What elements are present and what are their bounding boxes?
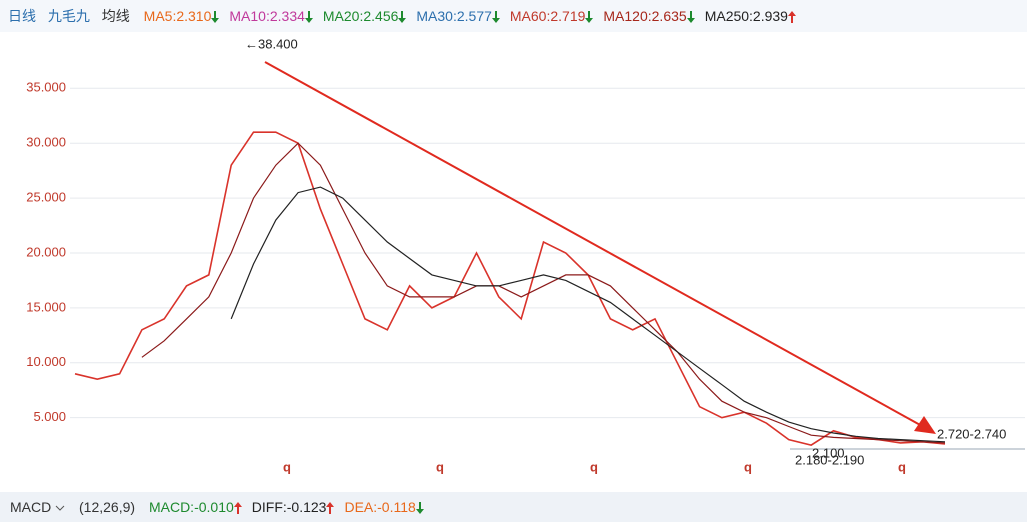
value-label: MACD:-0.010: [149, 499, 242, 515]
value-label: DEA:-0.118: [344, 499, 424, 515]
annotation: q: [283, 459, 291, 474]
annotation: 2.100: [812, 445, 845, 460]
y-tick-label: 30.000: [26, 135, 66, 150]
ma-list: MA5:2.310 MA10:2.334 MA20:2.456 MA30:2.577 M…: [134, 8, 796, 24]
params: (12,26,9): [79, 499, 136, 515]
y-tick-label: 15.000: [26, 299, 66, 314]
trend-arrow: [326, 502, 335, 515]
value-label: MA10:2.334: [229, 8, 313, 24]
value-label: MA30:2.577: [416, 8, 500, 24]
value-label: DIFF:-0.123: [252, 499, 335, 515]
value-text: MACD:-0.010: [148, 499, 234, 515]
trend-arrow: [211, 11, 220, 24]
trend-arrow: [415, 502, 424, 515]
value-text: MA5:2.310: [143, 8, 212, 24]
trend-arrow: [585, 11, 594, 24]
indicator-bar: MACD (12,26,9) MACD:-0.010 DIFF:-0.123 DEA…: [0, 492, 1027, 522]
annotation: q: [590, 459, 598, 474]
y-tick-label: 20.000: [26, 244, 66, 259]
value-label: MA5:2.310: [144, 8, 220, 24]
line-ma250: [230, 186, 946, 443]
line-close: [74, 131, 946, 446]
y-tick-label: 10.000: [26, 354, 66, 369]
annotation: 2.720-2.740: [937, 426, 1006, 441]
value-label: MA60:2.719: [510, 8, 594, 24]
value-text: MA10:2.334: [229, 8, 305, 24]
annotation: ←38.400: [245, 36, 298, 51]
trend-arrow: [686, 11, 695, 24]
annotation: q: [898, 459, 906, 474]
indicator-name: MACD: [10, 499, 52, 515]
value-text: MA120:2.635: [603, 8, 687, 24]
value-text: MA250:2.939: [704, 8, 788, 24]
chart: 5.000 10.000 15.000 20.000 25.000 30.000 35.00…: [26, 36, 1025, 474]
value-label: MA250:2.939: [705, 8, 796, 24]
y-tick-label: 35.000: [26, 80, 66, 95]
value-text: MA20:2.456: [322, 8, 399, 24]
dropdown-icon: [55, 505, 65, 511]
trend-arrow: [398, 11, 407, 24]
trend-arrow: [233, 502, 242, 515]
annotation: q: [436, 459, 444, 474]
value-text: DIFF:-0.123: [251, 499, 327, 515]
y-tick-label: 25.000: [26, 190, 66, 205]
trend-arrow: [491, 11, 500, 24]
stock-name: 九毛九: [47, 8, 90, 24]
trend-arrowhead: [914, 416, 936, 434]
value-text: MA60:2.719: [509, 8, 586, 24]
line-ma60: [141, 142, 946, 444]
value-text: MA30:2.577: [416, 8, 492, 24]
value-text: DEA:-0.118: [344, 499, 416, 515]
toolbar: 日线 九毛九 均线 MA5:2.310 MA10:2.334 MA20:2.456 M…: [0, 0, 1027, 32]
indicator-values: MACD:-0.010 DIFF:-0.123 DEA:-0.118: [139, 499, 424, 515]
indicator-select[interactable]: MACD: [10, 499, 65, 515]
y-tick-label: 5.000: [33, 409, 66, 424]
ma-toggle[interactable]: 均线: [101, 8, 130, 24]
value-label: MA120:2.635: [603, 8, 695, 24]
trend-arrow: [304, 11, 313, 24]
value-label: MA20:2.456: [323, 8, 407, 24]
trend-line: [264, 61, 923, 427]
period[interactable]: 日线: [8, 8, 36, 24]
annotation: q: [744, 459, 752, 474]
trend-arrow: [787, 11, 796, 24]
annotation: 2.180-2.190: [795, 452, 864, 467]
